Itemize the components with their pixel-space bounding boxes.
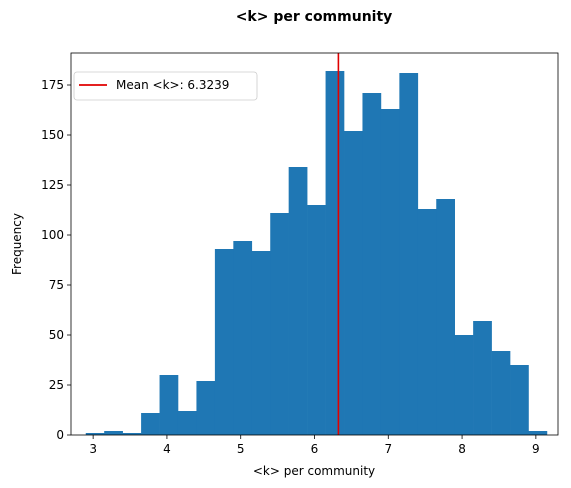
histogram-bar <box>288 167 308 435</box>
x-tick-label: 8 <box>458 442 466 456</box>
x-axis-label: <k> per community <box>253 464 375 478</box>
histogram-bar <box>380 109 400 435</box>
histogram-bar <box>233 241 253 435</box>
histogram-bar <box>104 431 123 435</box>
x-axis: 3 4 5 6 7 8 9 <box>89 435 540 456</box>
y-tick-label: 175 <box>41 78 64 92</box>
plot-frame <box>70 52 559 436</box>
y-tick-label: 150 <box>41 128 64 142</box>
histogram-bar <box>251 251 271 435</box>
histogram-bar <box>196 381 216 435</box>
histogram-bar <box>362 93 382 435</box>
histogram-bars <box>85 71 548 435</box>
x-tick-label: 5 <box>237 442 245 456</box>
histogram-bar <box>417 209 437 435</box>
x-tick-label: 3 <box>89 442 97 456</box>
y-tick-label: 100 <box>41 228 64 242</box>
y-tick-label: 25 <box>49 378 64 392</box>
y-tick-label: 50 <box>49 328 64 342</box>
y-tick-label: 75 <box>49 278 64 292</box>
histogram-bar <box>491 351 511 435</box>
histogram-bar <box>122 433 142 435</box>
histogram-bar <box>399 73 419 435</box>
chart-title: <k> per community <box>236 9 393 25</box>
y-axis-label: Frequency <box>10 213 24 275</box>
x-tick-label: 4 <box>163 442 171 456</box>
histogram-bar <box>141 413 160 435</box>
histogram-bar <box>177 411 197 435</box>
y-tick-label: 125 <box>41 178 64 192</box>
histogram-bar <box>85 433 105 435</box>
legend: Mean <k>: 6.3239 <box>73 71 258 101</box>
histogram-bar <box>214 249 234 435</box>
histogram-bar <box>270 213 289 435</box>
x-tick-label: 7 <box>384 442 392 456</box>
x-tick-label: 6 <box>311 442 319 456</box>
histogram-bar <box>473 321 492 435</box>
histogram-bar <box>528 431 548 435</box>
y-axis: 0 25 50 75 100 125 150 175 <box>41 78 71 442</box>
histogram-bar <box>510 365 529 435</box>
y-tick-label: 0 <box>56 428 64 442</box>
legend-mean-label: Mean <k>: 6.3239 <box>116 78 229 92</box>
legend-box <box>73 71 258 101</box>
histogram-bar <box>325 71 345 435</box>
x-tick-label: 9 <box>532 442 540 456</box>
histogram-bar <box>307 205 326 435</box>
histogram-bar <box>159 375 179 435</box>
histogram-bar <box>344 131 363 435</box>
histogram-bar <box>454 335 474 435</box>
histogram-bar <box>436 199 455 435</box>
